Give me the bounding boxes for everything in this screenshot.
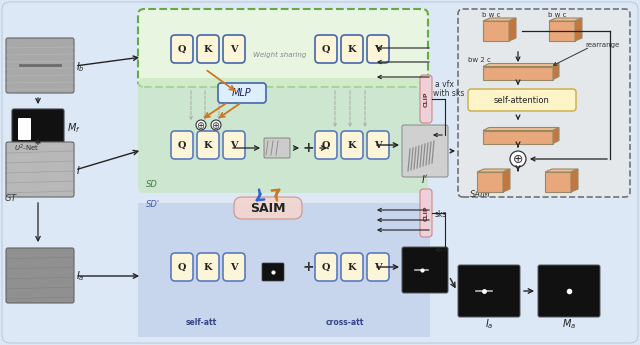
Polygon shape xyxy=(571,169,578,192)
FancyBboxPatch shape xyxy=(197,253,219,281)
FancyBboxPatch shape xyxy=(367,253,389,281)
Text: K: K xyxy=(348,140,356,149)
Text: $I_a$: $I_a$ xyxy=(484,317,493,331)
FancyBboxPatch shape xyxy=(264,138,290,158)
FancyBboxPatch shape xyxy=(420,75,432,123)
Text: V: V xyxy=(230,45,238,53)
Text: cross-att: cross-att xyxy=(326,318,364,327)
Circle shape xyxy=(211,120,221,130)
Polygon shape xyxy=(483,130,553,144)
FancyBboxPatch shape xyxy=(538,265,600,317)
Polygon shape xyxy=(477,172,503,192)
FancyBboxPatch shape xyxy=(171,131,193,159)
Text: with sks: with sks xyxy=(433,89,465,98)
Text: K: K xyxy=(204,45,212,53)
Polygon shape xyxy=(575,18,582,41)
Polygon shape xyxy=(503,169,510,192)
Polygon shape xyxy=(138,203,430,337)
Polygon shape xyxy=(545,172,571,192)
FancyBboxPatch shape xyxy=(315,131,337,159)
FancyBboxPatch shape xyxy=(402,125,448,177)
Text: K: K xyxy=(348,45,356,53)
Text: $I_b$: $I_b$ xyxy=(76,60,85,74)
Text: MLP: MLP xyxy=(232,88,252,98)
FancyBboxPatch shape xyxy=(6,38,74,93)
FancyBboxPatch shape xyxy=(458,9,630,197)
Polygon shape xyxy=(483,18,516,21)
Text: $M_f$: $M_f$ xyxy=(67,121,81,135)
FancyArrowPatch shape xyxy=(272,190,279,200)
Text: sks: sks xyxy=(435,210,447,219)
FancyBboxPatch shape xyxy=(315,35,337,63)
Text: +: + xyxy=(302,260,314,274)
Polygon shape xyxy=(483,128,559,130)
Text: V: V xyxy=(230,140,238,149)
Text: b w c: b w c xyxy=(548,12,566,18)
FancyArrowPatch shape xyxy=(257,190,264,200)
FancyBboxPatch shape xyxy=(171,253,193,281)
Text: SAIM: SAIM xyxy=(250,201,285,215)
Polygon shape xyxy=(509,18,516,41)
FancyBboxPatch shape xyxy=(218,83,266,103)
Polygon shape xyxy=(545,169,578,172)
Text: SAIM: SAIM xyxy=(470,190,491,199)
Circle shape xyxy=(510,151,526,167)
Text: $GT$: $GT$ xyxy=(4,192,18,203)
Text: K: K xyxy=(204,263,212,272)
FancyBboxPatch shape xyxy=(138,9,428,87)
Text: $\oplus$: $\oplus$ xyxy=(211,119,221,130)
FancyBboxPatch shape xyxy=(234,197,302,219)
Polygon shape xyxy=(477,169,510,172)
Text: Q: Q xyxy=(178,45,186,53)
Text: V: V xyxy=(374,140,382,149)
FancyBboxPatch shape xyxy=(315,253,337,281)
Text: $I_a$: $I_a$ xyxy=(76,269,84,283)
Polygon shape xyxy=(483,21,509,41)
FancyBboxPatch shape xyxy=(341,131,363,159)
Text: SD': SD' xyxy=(146,200,160,209)
FancyBboxPatch shape xyxy=(341,35,363,63)
Text: Q: Q xyxy=(178,140,186,149)
FancyBboxPatch shape xyxy=(367,131,389,159)
FancyBboxPatch shape xyxy=(262,263,284,281)
FancyBboxPatch shape xyxy=(12,109,64,147)
Text: +: + xyxy=(302,141,314,155)
Text: Q: Q xyxy=(322,263,330,272)
Text: Q: Q xyxy=(322,45,330,53)
FancyBboxPatch shape xyxy=(367,35,389,63)
FancyBboxPatch shape xyxy=(341,253,363,281)
FancyBboxPatch shape xyxy=(468,89,576,111)
Text: V: V xyxy=(230,263,238,272)
Text: self-attention: self-attention xyxy=(494,96,550,105)
Circle shape xyxy=(196,120,206,130)
FancyBboxPatch shape xyxy=(197,131,219,159)
Polygon shape xyxy=(553,128,559,144)
FancyBboxPatch shape xyxy=(458,265,520,317)
Text: SD: SD xyxy=(146,180,158,189)
Text: CLIP: CLIP xyxy=(424,205,429,221)
Text: $\oplus$: $\oplus$ xyxy=(513,152,524,166)
Text: $\oplus$: $\oplus$ xyxy=(196,119,205,130)
Polygon shape xyxy=(553,63,559,79)
Polygon shape xyxy=(549,21,575,41)
Text: Q: Q xyxy=(322,140,330,149)
FancyBboxPatch shape xyxy=(197,35,219,63)
FancyBboxPatch shape xyxy=(138,78,428,193)
Text: bw 2 c: bw 2 c xyxy=(468,57,491,63)
Text: rearrange: rearrange xyxy=(585,42,620,48)
Text: $U^2$-Net: $U^2$-Net xyxy=(14,142,40,154)
Text: a vfx: a vfx xyxy=(435,80,454,89)
Text: Weight sharing: Weight sharing xyxy=(253,52,307,58)
Text: K: K xyxy=(348,263,356,272)
Polygon shape xyxy=(483,67,553,79)
Text: CLIP: CLIP xyxy=(424,91,429,107)
Text: V: V xyxy=(374,45,382,53)
Text: $I'$: $I'$ xyxy=(421,173,429,185)
Text: self-att: self-att xyxy=(186,318,217,327)
FancyBboxPatch shape xyxy=(171,35,193,63)
FancyBboxPatch shape xyxy=(402,247,448,293)
FancyBboxPatch shape xyxy=(223,35,245,63)
Text: K: K xyxy=(204,140,212,149)
Text: Q: Q xyxy=(178,263,186,272)
